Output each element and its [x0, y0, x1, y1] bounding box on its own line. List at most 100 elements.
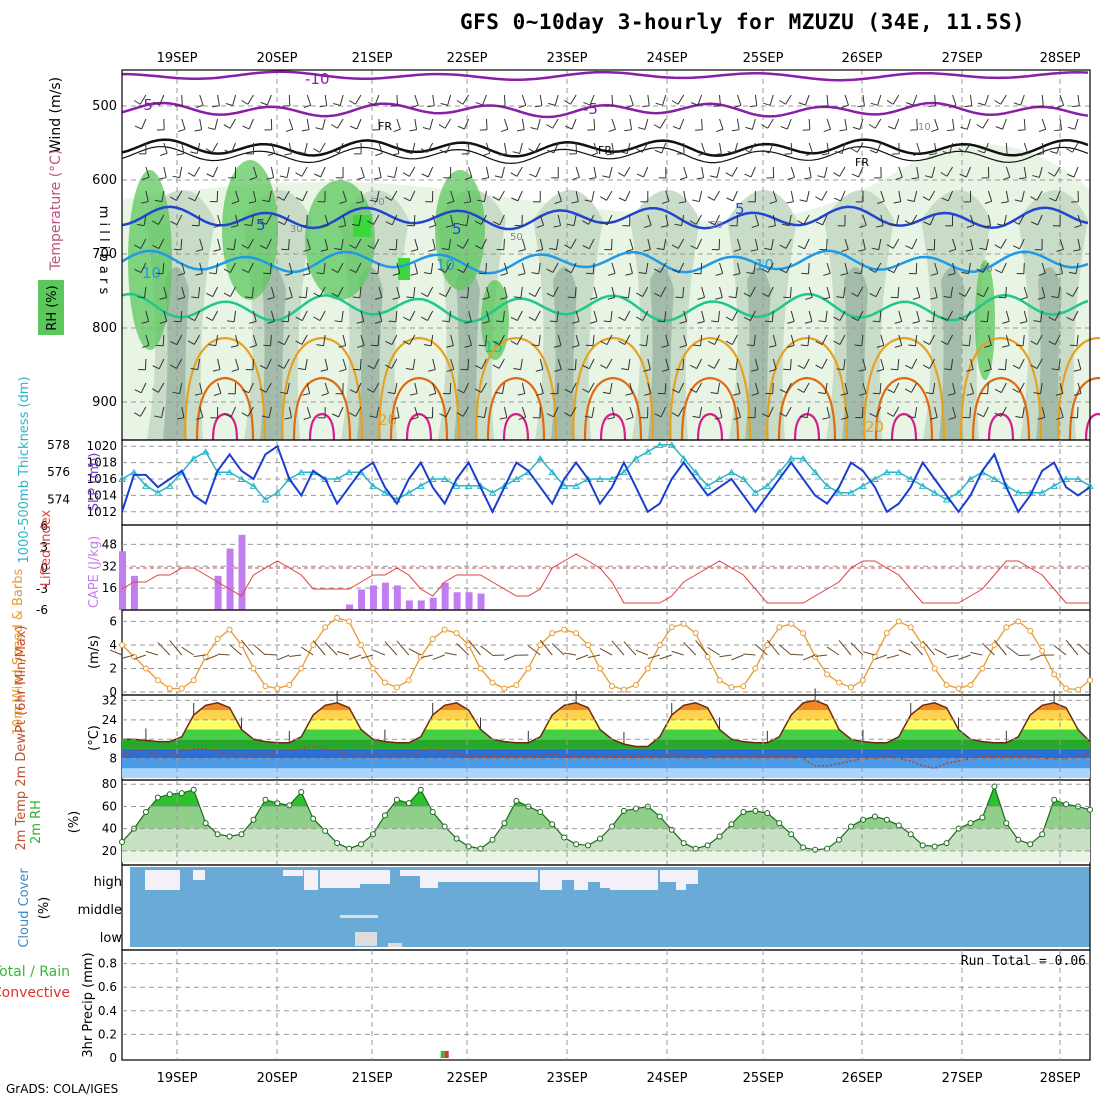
- wind-barb: [474, 214, 487, 225]
- contour-plus25: [486, 376, 546, 441]
- wind-barb: [499, 142, 507, 156]
- contour-plus20: [474, 336, 558, 441]
- rh-point: [202, 820, 209, 827]
- wind-barb: [1030, 190, 1043, 201]
- wind-barb: [172, 382, 183, 395]
- wind-barb: [546, 406, 559, 418]
- wind-barb: [876, 334, 885, 348]
- cape-axis-label: CAPE (J/kg): [87, 536, 102, 608]
- wind-barb: [1066, 142, 1079, 153]
- rh-point: [716, 833, 723, 840]
- thickness-point: [1014, 489, 1023, 496]
- wind-barb: [693, 334, 703, 347]
- wind-barb: [320, 358, 329, 372]
- wind-barb: [746, 262, 756, 275]
- rh-point: [907, 831, 914, 838]
- wind-barb: [1002, 166, 1011, 181]
- wind-barb: [554, 358, 562, 372]
- rh-point: [238, 831, 245, 838]
- rh-shade-dark: [939, 267, 965, 440]
- wind-barb: [409, 118, 418, 132]
- contour-label: 5: [256, 216, 266, 234]
- surface-wind-barb: [970, 652, 983, 656]
- date-label-bottom: 27SEP: [942, 1071, 983, 1086]
- surface-wind-barb: [575, 654, 589, 661]
- wind-barb: [142, 166, 150, 180]
- thickness-point: [691, 468, 700, 476]
- wind-barb: [1073, 358, 1082, 372]
- wind-barb: [779, 262, 792, 274]
- wind-barb: [303, 94, 312, 109]
- rh-point: [847, 823, 854, 830]
- contour-label: 10: [436, 256, 455, 274]
- rh-point: [895, 822, 902, 829]
- wind-barb: [622, 214, 631, 227]
- wind-barb: [478, 334, 487, 347]
- surface-wind-barb: [384, 641, 398, 656]
- wind-barb: [316, 334, 326, 347]
- wind-speed-point: [632, 681, 639, 688]
- cloud-gap: [562, 870, 574, 880]
- wind-barb: [334, 238, 344, 251]
- surface-wind-barb: [539, 639, 553, 656]
- rh-point: [501, 820, 508, 827]
- surface-wind-barb: [1018, 654, 1031, 657]
- wind-barb: [420, 142, 434, 153]
- cloud-gap: [540, 870, 562, 890]
- thickness-point: [165, 482, 174, 489]
- surface-wind-barb: [802, 654, 816, 661]
- wind-barb: [929, 142, 937, 156]
- thickness-point: [201, 448, 210, 455]
- wind-barb: [977, 142, 989, 154]
- wind-speed-point: [286, 681, 293, 688]
- wind-barb: [134, 118, 147, 130]
- wind-barb: [349, 262, 362, 274]
- wind-barb: [331, 262, 344, 273]
- wind-barb: [976, 262, 989, 273]
- wind-barb: [1018, 166, 1027, 180]
- contour-plus25: [583, 376, 643, 441]
- wind-barb: [260, 94, 272, 106]
- rh-point: [393, 796, 400, 803]
- wind-barb: [765, 310, 774, 323]
- wind-barb: [983, 214, 992, 228]
- wind-barb: [231, 190, 240, 204]
- surface-wind-barb: [348, 654, 362, 660]
- rh-point: [991, 783, 998, 790]
- wind-speed-point: [298, 665, 305, 672]
- cape-bar: [453, 592, 461, 610]
- cape-bar: [369, 585, 377, 610]
- legend-rh-swatch: [38, 280, 64, 335]
- surface-wind-barb: [695, 640, 708, 656]
- wind-speed-point: [883, 630, 890, 637]
- wind-speed-point: [608, 683, 615, 690]
- wind-barb: [872, 382, 882, 395]
- wind-barb: [321, 214, 329, 228]
- wind-barb: [1002, 310, 1010, 324]
- wind-barb: [711, 238, 721, 251]
- wind-barb: [695, 118, 703, 131]
- cape-bar: [441, 582, 449, 610]
- wind-barb: [725, 166, 738, 177]
- wind-barb: [715, 286, 723, 300]
- wind-barb: [747, 406, 756, 419]
- wind-barb: [674, 214, 685, 227]
- rh-point: [477, 845, 484, 852]
- wind-barb: [338, 214, 347, 228]
- wind-barb: [349, 382, 362, 394]
- cloud-gap: [304, 870, 318, 890]
- rh-point: [943, 840, 950, 847]
- wind-barb: [841, 238, 849, 252]
- wind-barb: [1050, 142, 1061, 154]
- wind-barb: [350, 118, 362, 130]
- wind-barb: [564, 262, 577, 274]
- wind-barb: [583, 94, 595, 106]
- contour-plus20: [862, 336, 946, 441]
- precip-run-total: Run Total = 0.06: [961, 954, 1086, 969]
- wind-barb: [890, 286, 900, 299]
- wind-barb: [134, 262, 147, 274]
- wind-barb: [456, 238, 470, 249]
- wind-barb: [886, 94, 900, 105]
- wind-barb: [768, 334, 777, 348]
- rh-point: [704, 842, 711, 849]
